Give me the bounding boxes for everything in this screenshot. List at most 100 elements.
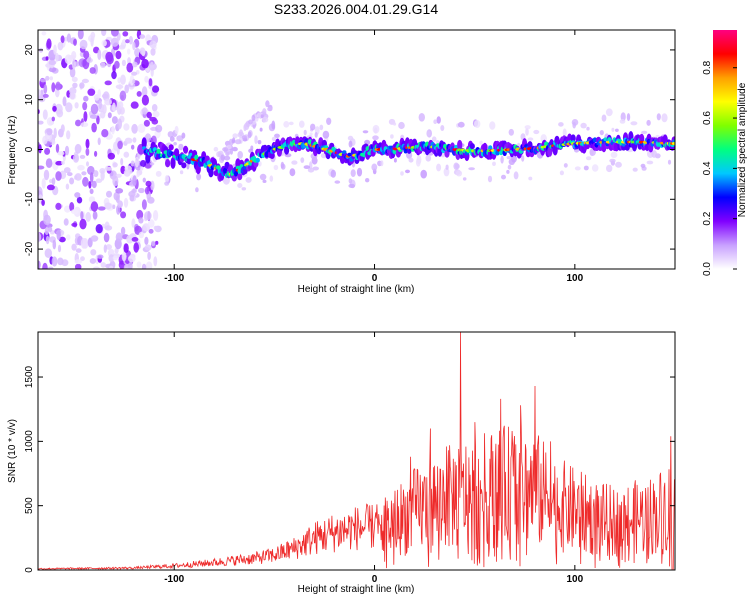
spectral-cell	[247, 131, 252, 139]
spectral-cell	[110, 37, 119, 47]
spectral-cell	[125, 39, 130, 44]
spectral-cell	[506, 169, 510, 174]
spectral-cell	[80, 122, 89, 128]
spectral-cell	[259, 127, 263, 132]
spectral-cell	[521, 155, 525, 162]
spectral-cell	[90, 235, 99, 242]
spectral-cell	[400, 171, 404, 176]
spectral-cell	[112, 102, 116, 112]
spectral-cell	[178, 143, 184, 151]
spectral-cell	[181, 132, 186, 139]
spectral-cell	[342, 150, 347, 155]
spectral-cell	[501, 174, 506, 180]
spectral-cell	[267, 106, 273, 112]
spectral-cell	[619, 119, 626, 124]
spectral-cell	[148, 219, 155, 228]
spectral-cell	[586, 126, 590, 131]
spectral-cell	[86, 57, 93, 63]
spectral-cell	[299, 120, 305, 128]
spectral-cell	[45, 75, 50, 81]
spectral-cell	[85, 147, 90, 156]
spectrogram-x-tick-label: -100	[164, 273, 184, 284]
spectral-cell	[372, 135, 379, 141]
spectral-cell	[248, 119, 253, 125]
spectral-cell	[586, 156, 592, 161]
spectral-cell	[606, 164, 613, 173]
spectral-cell	[92, 211, 98, 220]
spectral-cell	[40, 78, 47, 83]
spectral-cell	[291, 160, 298, 165]
spectral-cell	[237, 173, 243, 181]
spectral-cell	[241, 187, 247, 191]
spectral-cell	[457, 121, 465, 128]
spectral-cell	[196, 173, 202, 181]
spectral-cell	[79, 154, 86, 159]
spectral-cell	[300, 157, 305, 163]
spectral-cell	[102, 104, 107, 115]
spectral-cell	[44, 226, 49, 236]
spectral-cell	[51, 116, 55, 122]
spectral-cell	[111, 71, 117, 80]
spectral-cell	[69, 67, 76, 78]
spectral-cell	[229, 148, 233, 155]
spectral-cell	[274, 133, 280, 138]
spectral-cell	[70, 209, 79, 215]
spectral-cell	[609, 158, 616, 163]
colorbar-tick-label: 0.0	[702, 262, 713, 276]
spectral-cell	[147, 251, 151, 261]
spectral-cell	[164, 181, 170, 186]
spectral-cell	[103, 244, 107, 253]
spectral-cell	[170, 157, 176, 169]
spectral-cell	[114, 60, 120, 69]
spectral-cell	[132, 61, 138, 68]
spectral-cell	[433, 119, 438, 124]
spectral-cell	[651, 150, 657, 158]
spectral-cell	[169, 136, 175, 142]
spectral-cell	[151, 118, 159, 125]
spectral-cell	[443, 167, 450, 177]
spectral-cell	[251, 114, 256, 122]
spectral-cell	[528, 176, 533, 181]
spectral-cell	[479, 140, 483, 145]
spectral-cell	[234, 139, 242, 145]
spectral-cell	[599, 130, 604, 136]
spectral-cell	[89, 67, 96, 74]
spectral-cell	[49, 76, 53, 81]
spectral-cell	[131, 237, 139, 242]
spectral-cell	[46, 128, 53, 136]
spectral-cell	[220, 154, 226, 161]
spectral-cell	[152, 85, 160, 93]
spectral-cell	[63, 218, 69, 226]
spectrogram-y-tick-label: -10	[24, 192, 35, 207]
spectral-cell	[97, 254, 104, 259]
spectral-cell	[262, 179, 267, 183]
spectral-cell	[288, 121, 294, 126]
spectral-cell	[55, 160, 63, 166]
spectral-cell	[57, 41, 64, 51]
spectral-cell	[632, 167, 638, 172]
spectral-cell	[79, 39, 88, 50]
spectral-cell	[61, 160, 65, 165]
spectral-cell	[492, 161, 496, 166]
spectral-cell	[120, 211, 127, 219]
spectral-cell	[85, 138, 90, 149]
spectral-cell	[101, 129, 109, 138]
spectral-cell	[570, 134, 576, 143]
spectral-cell	[152, 110, 160, 118]
spectral-cell	[38, 144, 42, 154]
snr-frame	[37, 331, 676, 571]
spectral-cell	[76, 196, 83, 204]
spectral-cell	[243, 124, 247, 132]
spectral-cell	[71, 222, 78, 227]
spectral-cell	[165, 159, 171, 168]
spectral-cell	[235, 158, 241, 169]
spectral-cell	[131, 218, 136, 228]
spectral-cell	[69, 91, 76, 100]
spectral-cell	[231, 147, 238, 152]
spectral-cell	[390, 134, 394, 139]
spectral-cell	[120, 226, 126, 236]
spectral-cell	[103, 232, 110, 243]
spectral-cell	[74, 143, 82, 154]
spectral-cell	[215, 165, 221, 170]
spectral-cell	[544, 141, 549, 147]
